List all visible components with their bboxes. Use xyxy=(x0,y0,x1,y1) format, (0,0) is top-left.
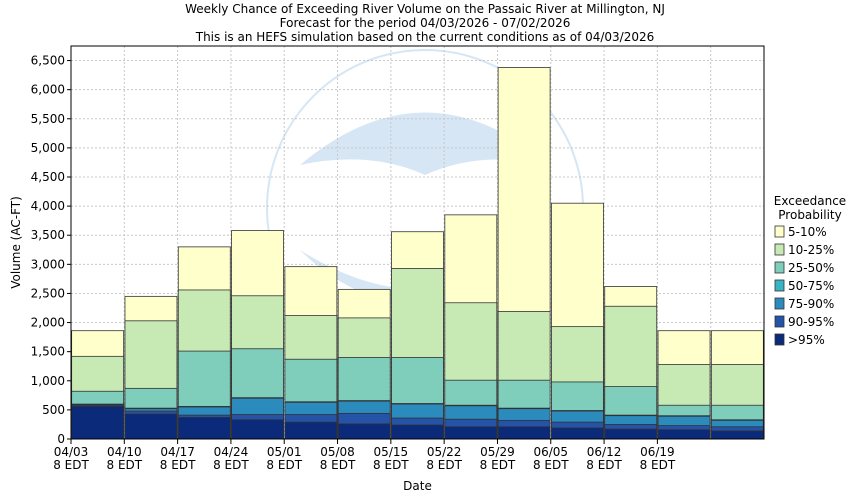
y-tick-label: 4,500 xyxy=(31,170,65,184)
watermark-gull xyxy=(300,112,550,175)
x-tick-label: 05/15 xyxy=(374,445,409,459)
legend-label: 10-25% xyxy=(788,243,834,257)
legend-title: Probability xyxy=(778,208,841,222)
x-tick-sublabel: 8 EDT xyxy=(160,458,196,472)
bar-segment xyxy=(71,405,125,440)
x-tick-label: 06/05 xyxy=(533,445,568,459)
bar-segment xyxy=(391,424,444,440)
legend-label: >95% xyxy=(788,333,825,347)
bar-segment xyxy=(497,426,551,440)
y-tick-label: 3,500 xyxy=(31,228,65,242)
legend-swatch xyxy=(774,279,785,292)
y-tick-label: 0 xyxy=(57,432,65,446)
bar-segment xyxy=(284,421,338,440)
bar-segment xyxy=(337,423,391,440)
y-tick-label: 4,000 xyxy=(31,199,65,213)
x-tick-label: 04/17 xyxy=(160,445,195,459)
chart-title: Weekly Chance of Exceeding River Volume … xyxy=(185,2,665,44)
y-tick-label: 5,000 xyxy=(31,141,65,155)
bar-segment xyxy=(231,419,284,440)
y-tick-label: 1,500 xyxy=(31,345,65,359)
y-axis-label: Volume (AC-FT) xyxy=(9,196,23,289)
y-tick-label: 6,500 xyxy=(31,54,65,68)
legend-label: 75-90% xyxy=(788,297,834,311)
bar-segment xyxy=(604,428,658,440)
y-tick-label: 3,000 xyxy=(31,257,65,271)
x-axis-label: Date xyxy=(403,479,432,493)
x-tick-label: 06/12 xyxy=(587,445,622,459)
bar-segment xyxy=(710,430,764,440)
x-tick-label: 06/19 xyxy=(640,445,675,459)
x-tick-sublabel: 8 EDT xyxy=(107,458,143,472)
title-line: Forecast for the period 04/03/2026 - 07/… xyxy=(280,16,571,30)
bar-segment xyxy=(657,429,711,440)
title-line: Weekly Chance of Exceeding River Volume … xyxy=(185,2,665,16)
bar-segment xyxy=(177,417,231,440)
legend-swatch xyxy=(774,333,785,346)
bar-segment xyxy=(124,413,178,440)
x-tick-label: 05/08 xyxy=(320,445,355,459)
plot-frame xyxy=(70,45,765,440)
title-line: This is an HEFS simulation based on the … xyxy=(195,30,655,44)
x-tick-sublabel: 8 EDT xyxy=(266,458,302,472)
legend-swatch xyxy=(774,243,785,256)
x-tick-label: 04/10 xyxy=(107,445,142,459)
legend-label: 50-75% xyxy=(788,279,834,293)
y-tick-label: 500 xyxy=(42,403,65,417)
y-tick-label: 5,500 xyxy=(31,112,65,126)
x-tick-sublabel: 8 EDT xyxy=(373,458,409,472)
y-tick-label: 6,000 xyxy=(31,83,65,97)
y-tick-label: 1,000 xyxy=(31,374,65,388)
x-tick-sublabel: 8 EDT xyxy=(426,458,462,472)
x-tick-sublabel: 8 EDT xyxy=(586,458,622,472)
legend-swatch xyxy=(774,261,785,274)
x-tick-sublabel: 8 EDT xyxy=(533,458,569,472)
legend-swatch xyxy=(774,225,785,238)
x-tick-label: 05/29 xyxy=(480,445,515,459)
x-tick-sublabel: 8 EDT xyxy=(53,458,89,472)
x-tick-label: 04/24 xyxy=(214,445,249,459)
bar-segment xyxy=(551,427,604,440)
y-tick-label: 2,000 xyxy=(31,316,65,330)
x-tick-sublabel: 8 EDT xyxy=(213,458,249,472)
x-tick-sublabel: 8 EDT xyxy=(480,458,516,472)
y-tick-label: 2,500 xyxy=(31,286,65,300)
x-tick-sublabel: 8 EDT xyxy=(320,458,356,472)
y-axis: 0 500 1,000 1,500 2,000 2,500 3,000 3,500 4,000 4… xyxy=(31,54,71,446)
x-tick-label: 05/22 xyxy=(427,445,462,459)
legend-swatch xyxy=(774,297,785,310)
legend-label: 25-50% xyxy=(788,261,834,275)
legend-label: 90-95% xyxy=(788,315,834,329)
x-tick-label: 04/03 xyxy=(54,445,89,459)
legend-label: 5-10% xyxy=(788,225,827,239)
x-tick-sublabel: 8 EDT xyxy=(640,458,676,472)
legend-title: Exceedance xyxy=(774,194,846,208)
bar-segment xyxy=(444,426,498,440)
legend-swatch xyxy=(774,315,785,328)
x-tick-label: 05/01 xyxy=(267,445,302,459)
